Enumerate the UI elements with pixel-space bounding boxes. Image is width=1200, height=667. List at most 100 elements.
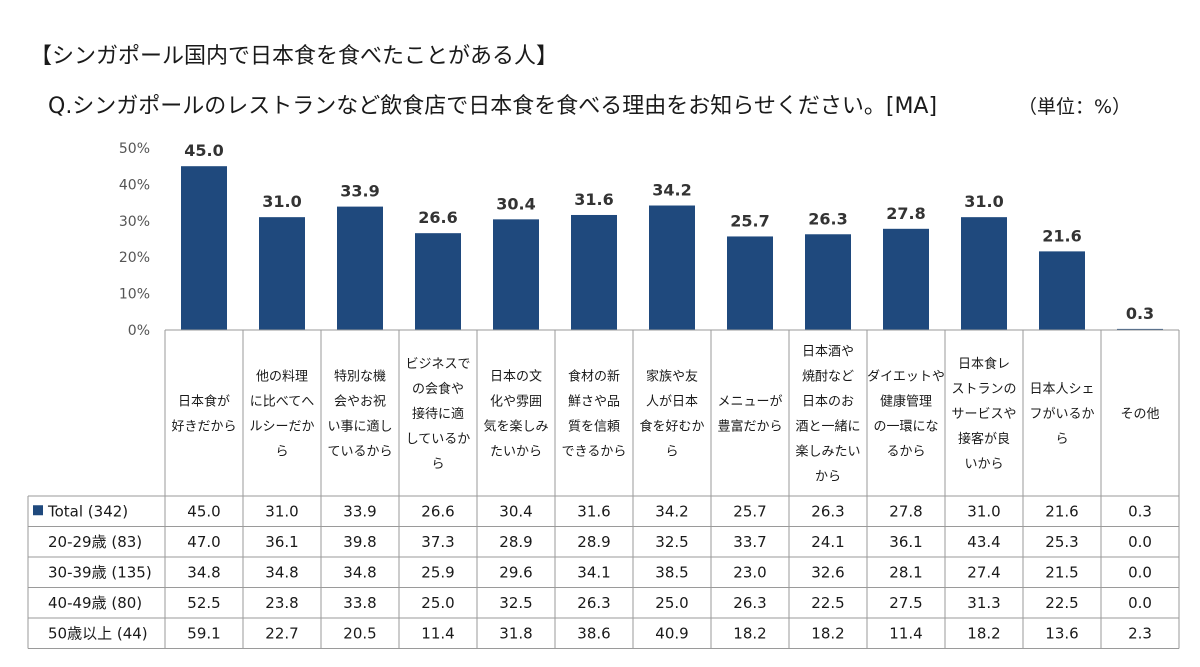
- data-label: 26.3: [808, 209, 847, 228]
- table-cell: 36.1: [265, 533, 298, 551]
- y-tick-label: 30%: [119, 214, 150, 230]
- table-cell: 31.0: [967, 502, 1000, 520]
- legend-key: [33, 505, 43, 516]
- bar: [181, 166, 227, 330]
- table-cell: 18.2: [733, 624, 766, 642]
- table-cell: 0.0: [1128, 594, 1152, 612]
- table-cell: 25.3: [1045, 533, 1078, 551]
- data-label: 45.0: [184, 141, 223, 160]
- category-label: ら: [431, 457, 444, 472]
- category-label: しているか: [406, 432, 471, 447]
- table-cell: 13.6: [1045, 624, 1078, 642]
- table-cell: 40.9: [655, 624, 688, 642]
- data-label: 30.4: [496, 194, 535, 213]
- table-cell: 27.4: [967, 563, 1000, 581]
- table-cell: 11.4: [889, 624, 922, 642]
- table-cell: 20.5: [343, 624, 376, 642]
- bar: [259, 217, 305, 330]
- y-tick-label: 50%: [119, 141, 150, 157]
- table-cell: 43.4: [967, 533, 1000, 551]
- category-label: 気を楽しみ: [483, 419, 548, 435]
- table-cell: 36.1: [889, 533, 922, 551]
- table-cell: 26.3: [733, 594, 766, 612]
- category-label: 食材の新: [568, 369, 620, 385]
- bar: [883, 228, 929, 330]
- table-cell: 28.9: [577, 533, 610, 551]
- category-label: ビジネスで: [405, 357, 470, 372]
- table-cell: 52.5: [187, 594, 220, 612]
- table-cell: 33.8: [343, 594, 376, 612]
- table-cell: 22.5: [811, 594, 844, 612]
- category-label: に比べてへ: [250, 395, 314, 410]
- table-cell: 59.1: [187, 624, 220, 642]
- table-cell: 27.5: [889, 594, 922, 612]
- series-label: 50歳以上 (44): [48, 624, 148, 642]
- table-cell: 34.8: [265, 563, 298, 581]
- category-label: 食を好むか: [639, 419, 704, 435]
- table-cell: 38.6: [577, 624, 610, 642]
- table-cell: 32.6: [811, 563, 844, 581]
- table-cell: 18.2: [811, 624, 844, 642]
- category-label: の一環にな: [873, 420, 938, 435]
- category-label: 日本のお: [802, 395, 854, 410]
- table-cell: 21.5: [1045, 563, 1078, 581]
- chart-heading: 【シンガポール国内で日本食を食べたことがある人】: [30, 44, 559, 69]
- data-label: 26.6: [418, 208, 457, 227]
- series-label: Total (342): [47, 502, 128, 520]
- table-cell: 25.0: [421, 594, 454, 612]
- table-cell: 31.8: [499, 624, 532, 642]
- bar: [415, 233, 461, 330]
- y-tick-label: 40%: [119, 177, 150, 193]
- table-cell: 26.3: [811, 502, 844, 520]
- data-label: 27.8: [886, 204, 925, 223]
- bar: [493, 219, 539, 330]
- data-label: 31.6: [574, 190, 613, 209]
- bar: [961, 217, 1007, 330]
- table-cell: 39.8: [343, 533, 376, 551]
- category-label: 日本食が: [178, 394, 230, 410]
- table-cell: 30.4: [499, 502, 532, 520]
- data-label: 31.0: [964, 192, 1003, 211]
- category-label: 日本人シェ: [1029, 382, 1094, 397]
- table-cell: 33.7: [733, 533, 766, 551]
- bar: [727, 236, 773, 330]
- category-label: るから: [886, 445, 925, 460]
- table-cell: 29.6: [499, 563, 532, 581]
- table-cell: 23.8: [265, 594, 298, 612]
- category-label: 接待に適: [412, 406, 464, 422]
- table-cell: 0.0: [1128, 563, 1152, 581]
- table-cell: 33.9: [343, 502, 376, 520]
- category-label: たいから: [490, 445, 542, 460]
- table-cell: 45.0: [187, 502, 220, 520]
- data-label: 31.0: [262, 192, 301, 211]
- data-label: 21.6: [1042, 226, 1081, 245]
- category-label: サービスや: [951, 407, 1016, 422]
- table-cell: 23.0: [733, 563, 766, 581]
- category-label: 日本の文: [490, 370, 542, 385]
- category-label: ストランの: [951, 382, 1016, 397]
- table-cell: 31.3: [967, 594, 1000, 612]
- category-label: ルシーだか: [249, 420, 314, 435]
- table-cell: 18.2: [967, 624, 1000, 642]
- y-tick-label: 0%: [128, 323, 150, 339]
- table-cell: 32.5: [499, 594, 532, 612]
- table-cell: 34.2: [655, 502, 688, 520]
- category-label: 化や雰囲: [490, 395, 542, 410]
- table-cell: 22.7: [265, 624, 298, 642]
- table-cell: 25.0: [655, 594, 688, 612]
- category-label: できるから: [562, 445, 627, 460]
- y-tick-label: 10%: [119, 287, 150, 303]
- category-label: 会やお祝: [334, 395, 386, 410]
- table-cell: 31.0: [265, 502, 298, 520]
- table-cell: 34.8: [343, 563, 376, 581]
- table-cell: 37.3: [421, 533, 454, 551]
- series-label: 40-49歳 (80): [48, 594, 142, 612]
- bar: [337, 206, 383, 330]
- table-cell: 47.0: [187, 533, 220, 551]
- category-label: 焼酎など: [802, 370, 854, 385]
- category-label: フがいるか: [1029, 407, 1094, 422]
- category-label: メニューが: [717, 395, 782, 410]
- category-label: 鮮さや品: [568, 395, 620, 410]
- bar: [649, 205, 695, 330]
